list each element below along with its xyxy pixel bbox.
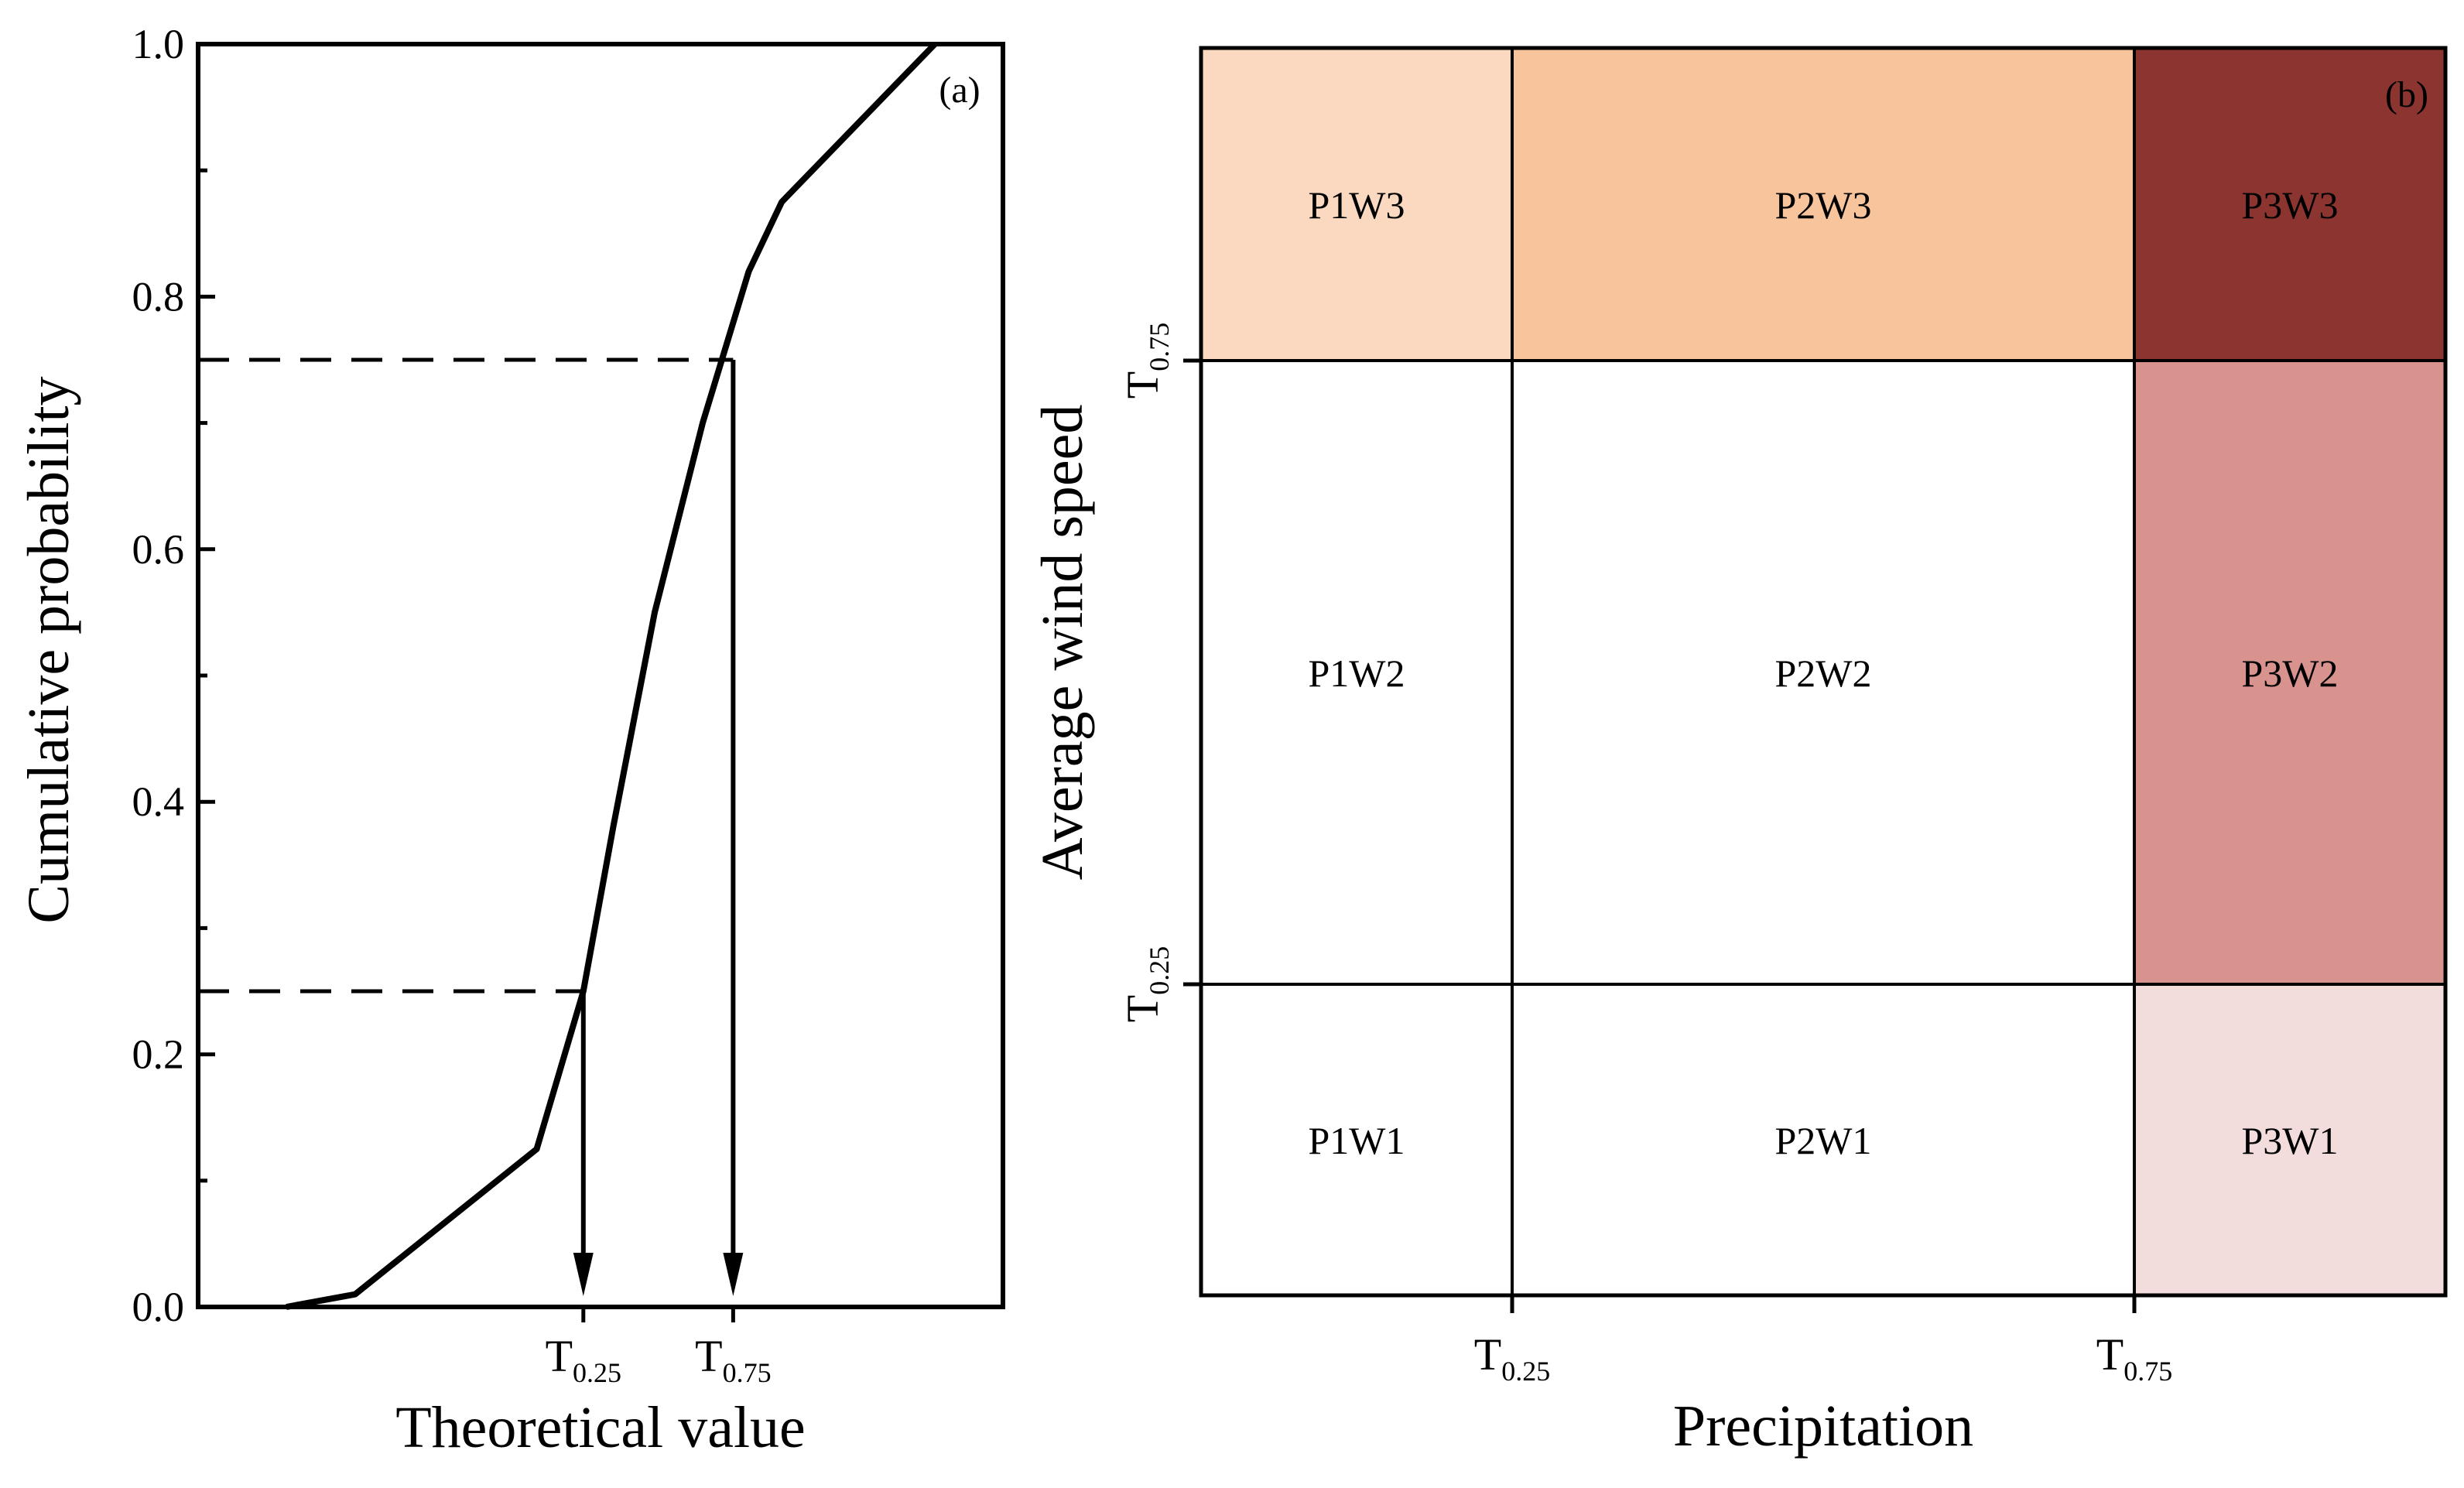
- x-tick-label-t025: T0.25: [546, 1331, 621, 1388]
- x-tick-label-t075-main: T: [695, 1331, 722, 1381]
- panel-a-y-axis-title: Cumulative probability: [16, 376, 81, 923]
- y-tick-label-2: 0.4: [132, 778, 185, 825]
- panel-b-cells: P1W3 P2W3 P3W3 P1W2 P2W2 P3W2 P1W1 P2W1 P3W1: [1199, 46, 2447, 1297]
- panel-b-plot-frame: [1199, 46, 2448, 1298]
- arrowhead-t075: [723, 1253, 744, 1296]
- panel-b-tag: (b): [2385, 74, 2428, 115]
- panel-b-y-axis-title: Average wind speed: [1030, 405, 1095, 881]
- cell-label-p1w3: P1W3: [1309, 183, 1405, 227]
- cell-label-p1w2: P1W2: [1309, 652, 1405, 695]
- cell-label-p2w2: P2W2: [1775, 652, 1872, 695]
- y-tick-label-5: 1.0: [132, 21, 185, 67]
- cell-label-p1w1: P1W1: [1309, 1119, 1405, 1162]
- y-tick-label-wind-t025: T0.25: [1117, 946, 1175, 1022]
- cell-p3w2: [2133, 359, 2447, 986]
- panel-a-cdf-chart: 0.00.20.40.60.81.0 T0.25 T0.75 (a) Theor…: [16, 21, 1005, 1460]
- panel-a-y-axis: 0.0 0.2 0.4 0.6 0.8 1.0: [132, 21, 215, 1330]
- panel-a-tag: (a): [939, 70, 980, 111]
- x-tick-label-precip-t075: T0.75: [2096, 1329, 2172, 1387]
- panel-a-plot-frame: [196, 42, 1005, 1309]
- y-tick-label-0: 0.0: [132, 1284, 185, 1330]
- x-tick-label-t025-main: T: [546, 1331, 573, 1381]
- y-tick-label-4: 0.8: [132, 273, 185, 320]
- panel-b-x-axis-title: Precipitation: [1673, 1394, 1973, 1459]
- cell-p2w2: [1511, 359, 2136, 986]
- x-tick-label-t075: T0.75: [695, 1331, 771, 1388]
- cell-label-p3w3: P3W3: [2242, 183, 2339, 227]
- x-tick-label-t025-sub: 0.25: [573, 1357, 621, 1388]
- x-tick-label-t075-sub: 0.75: [723, 1357, 772, 1388]
- x-tick-label-precip-t025-sub: 0.25: [1501, 1356, 1550, 1387]
- y-tick-label-wind-t025-sub: 0.25: [1144, 946, 1175, 995]
- cell-p1w3: [1199, 46, 1514, 362]
- y-tick-label-wind-t025-main: T: [1117, 995, 1168, 1022]
- cdf-curve-line: [286, 42, 937, 1310]
- cell-p1w2: [1199, 359, 1514, 986]
- y-tick-label-1: 0.2: [132, 1031, 185, 1078]
- y-tick-label-3: 0.6: [132, 526, 185, 573]
- x-tick-label-precip-t025: T0.25: [1474, 1329, 1550, 1387]
- cell-p1w1: [1199, 983, 1514, 1297]
- cell-label-p2w3: P2W3: [1775, 183, 1872, 227]
- cell-label-p3w2: P3W2: [2242, 652, 2339, 695]
- cell-p3w1: [2133, 983, 2447, 1297]
- panel-a-x-axis-title: Theoretical value: [395, 1395, 806, 1460]
- y-tick-label-wind-t075-main: T: [1117, 371, 1168, 399]
- x-tick-label-precip-t075-main: T: [2096, 1329, 2123, 1380]
- x-tick-label-precip-t025-main: T: [1474, 1329, 1501, 1380]
- arrowhead-t025: [573, 1253, 594, 1296]
- cell-label-p2w1: P2W1: [1775, 1119, 1872, 1162]
- cell-label-p3w1: P3W1: [2242, 1119, 2339, 1162]
- x-tick-label-precip-t075-sub: 0.75: [2123, 1356, 2172, 1387]
- y-tick-label-wind-t075: T0.75: [1117, 323, 1175, 399]
- y-tick-label-wind-t075-sub: 0.75: [1144, 323, 1175, 371]
